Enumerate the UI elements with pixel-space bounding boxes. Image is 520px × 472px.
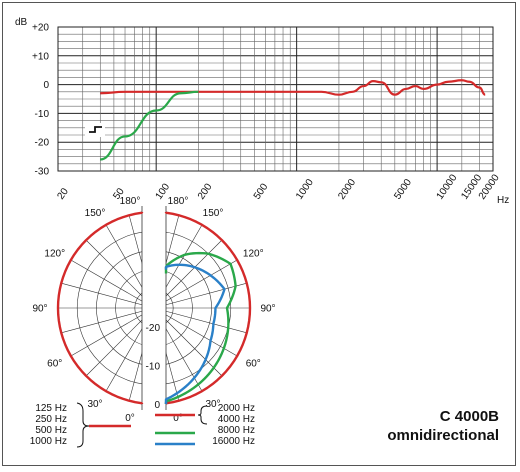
polar-grid-spoke bbox=[158, 308, 247, 334]
polar-curve-left-0 bbox=[56, 211, 144, 405]
polar-grid-spoke bbox=[158, 259, 238, 306]
polar-angle-label-left: 120° bbox=[44, 249, 65, 260]
legend-label-left: 500 Hz bbox=[35, 425, 67, 436]
figure-frame: +20 +10 0 -10 -20 -30 dB 20 50 100 200 500 1000 2000 5… bbox=[2, 2, 516, 466]
legend-label-right: 4000 Hz bbox=[218, 414, 255, 425]
polar-grid-spoke bbox=[61, 282, 150, 308]
x-tick-label: 500 bbox=[252, 181, 271, 201]
x-tick-label: 10000 bbox=[435, 172, 460, 201]
polar-curve-right-3 bbox=[164, 263, 226, 405]
y-axis-unit: dB bbox=[15, 17, 28, 28]
polar-angle-label-left: 180° bbox=[120, 196, 141, 207]
y-tick-label: +10 bbox=[32, 51, 49, 62]
polar-angle-label-left: 0° bbox=[125, 413, 135, 424]
low-cut-switch-icon bbox=[85, 123, 105, 137]
legend-label-right: 16000 Hz bbox=[212, 436, 255, 447]
polar-radial-label: 0 bbox=[154, 400, 160, 411]
polar-angle-label-right: 120° bbox=[243, 249, 264, 260]
legend-label-right: 8000 Hz bbox=[218, 425, 255, 436]
plot-area-border bbox=[57, 26, 494, 172]
polar-grid-spoke bbox=[70, 310, 150, 357]
legend-label-right: 2000 Hz bbox=[218, 403, 255, 414]
y-tick-label: +20 bbox=[32, 23, 49, 34]
polar-center-gap bbox=[142, 206, 166, 410]
legend-brace-right bbox=[197, 405, 208, 425]
polar-angle-label-left: 30° bbox=[87, 399, 102, 410]
switch-symbol bbox=[89, 126, 102, 133]
polar-grid-spoke bbox=[158, 282, 247, 308]
polar-pattern-name: omnidirectional bbox=[387, 427, 499, 444]
polar-pattern-chart: 180° 180° 150° 150° 120° 120° 90° 90° 60° 60° 30° 3… bbox=[32, 196, 275, 424]
response-curve-low-cut bbox=[100, 90, 199, 161]
polar-radial-label: -20 bbox=[146, 323, 161, 334]
polar-angle-label-right: 0° bbox=[173, 413, 183, 424]
y-tick-label: -20 bbox=[35, 138, 50, 149]
x-axis-unit: Hz bbox=[497, 195, 509, 206]
response-curve-flat bbox=[100, 79, 486, 96]
polar-angle-label-left: 90° bbox=[32, 304, 47, 315]
polar-grid-spoke bbox=[158, 310, 238, 357]
polar-grid-spoke bbox=[85, 311, 151, 377]
x-tick-label: 200 bbox=[196, 181, 215, 201]
model-name: C 4000B bbox=[440, 408, 499, 425]
polar-angle-label-right: 180° bbox=[168, 196, 189, 207]
legend-label-left: 1000 Hz bbox=[30, 436, 67, 447]
x-tick-label: 5000 bbox=[392, 177, 414, 202]
polar-grid-spoke bbox=[157, 311, 223, 377]
x-tick-label: 1000 bbox=[294, 177, 316, 202]
legend-label-left: 125 Hz bbox=[35, 403, 67, 414]
y-tick-label: -30 bbox=[35, 167, 50, 178]
polar-angle-label-right: 90° bbox=[260, 304, 275, 315]
x-tick-label: 2000 bbox=[336, 177, 358, 202]
y-tick-label: 0 bbox=[43, 80, 49, 91]
polar-radial-label: -10 bbox=[146, 362, 161, 373]
y-tick-label: -10 bbox=[35, 109, 50, 120]
polar-curve-right-2 bbox=[164, 251, 237, 405]
polar-angle-label-right: 60° bbox=[246, 359, 261, 370]
x-tick-label: 20 bbox=[55, 186, 71, 202]
polar-angle-label-left: 150° bbox=[85, 208, 106, 219]
polar-grid-spoke bbox=[157, 239, 223, 305]
polar-grid-spoke bbox=[61, 308, 150, 334]
polar-grid-spoke bbox=[70, 259, 150, 306]
polar-angle-label-right: 150° bbox=[203, 208, 224, 219]
polar-angle-label-left: 60° bbox=[47, 359, 62, 370]
legend-label-left: 250 Hz bbox=[35, 414, 67, 425]
polar-grid-spoke bbox=[85, 239, 151, 305]
polar-angle-label-right: 30° bbox=[205, 399, 220, 410]
polar-curve-right-1 bbox=[164, 211, 252, 405]
